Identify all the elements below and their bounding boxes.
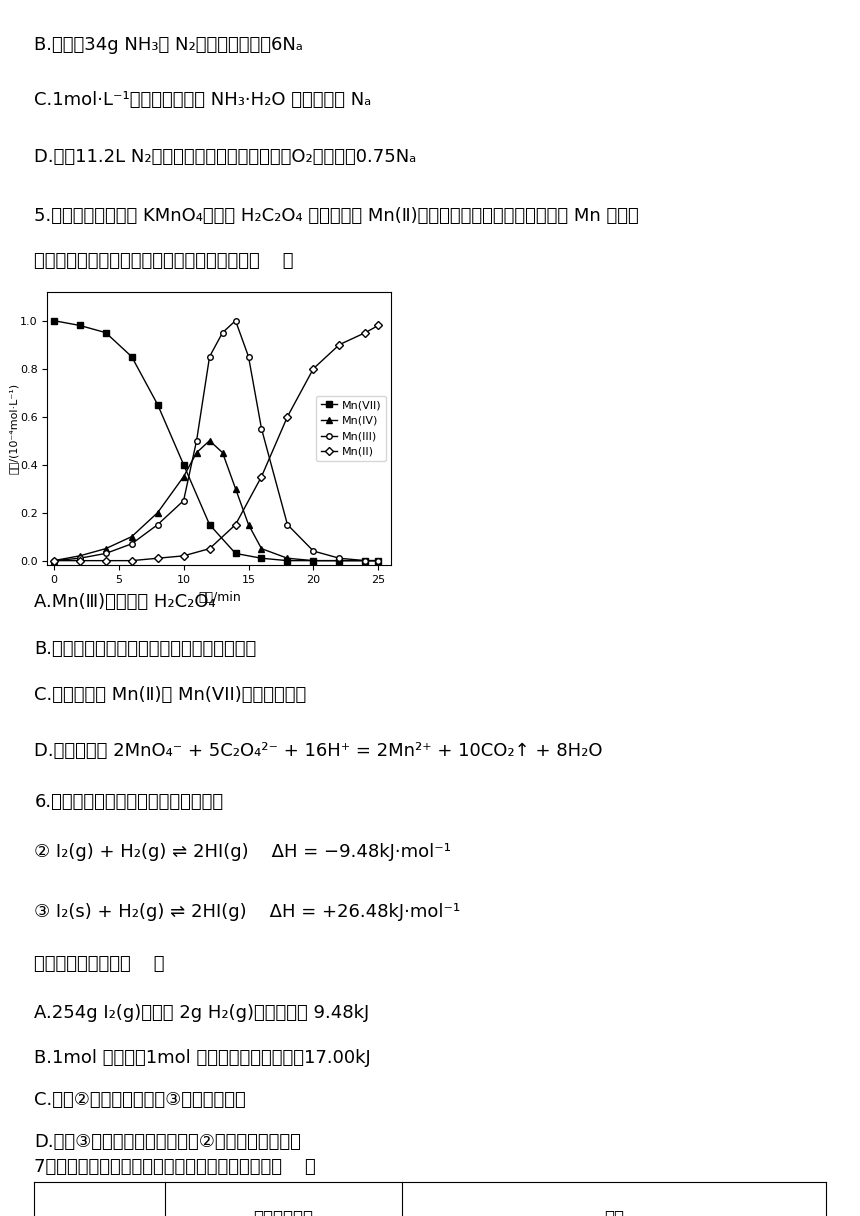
Mn(II): [178, 548, 188, 563]
Text: 方法: 方法: [604, 1210, 624, 1216]
Line: Mn(VII): Mn(VII): [51, 317, 381, 563]
Mn(IV): [152, 506, 163, 520]
Mn(III): [282, 517, 292, 531]
Mn(VII): [230, 546, 241, 561]
Mn(II): [308, 361, 318, 376]
Mn(VII): [49, 314, 59, 328]
Mn(VII): [256, 551, 267, 565]
Mn(II): [230, 517, 241, 531]
Mn(VII): [360, 553, 371, 568]
Mn(III): [152, 517, 163, 531]
Text: 5.一定条件下，酸性 KMnO₄溶液与 H₂C₂O₄ 发生反应， Mn(Ⅱ)起催化作用，过程中不同价态含 Mn 粒子的: 5.一定条件下，酸性 KMnO₄溶液与 H₂C₂O₄ 发生反应， Mn(Ⅱ)起催…: [34, 207, 639, 225]
Mn(IV): [192, 445, 202, 460]
Mn(II): [152, 551, 163, 565]
Mn(VII): [126, 349, 137, 364]
Text: B.1mol 固态碗与1mol 气态碗所含的能量相差17.00kJ: B.1mol 固态碗与1mol 气态碗所含的能量相差17.00kJ: [34, 1049, 372, 1068]
Y-axis label: 浓度/(10⁻⁴mol·L⁻¹): 浓度/(10⁻⁴mol·L⁻¹): [9, 383, 18, 474]
Mn(IV): [205, 433, 215, 447]
Mn(II): [282, 410, 292, 424]
Text: D.总反应为： 2MnO₄⁻ + 5C₂O₄²⁻ + 16H⁺ = 2Mn²⁺ + 10CO₂↑ + 8H₂O: D.总反应为： 2MnO₄⁻ + 5C₂O₄²⁻ + 16H⁺ = 2Mn²⁺ …: [34, 742, 603, 760]
Mn(III): [192, 433, 202, 447]
Text: 7下列气体去除杂质的方法中，不能实现目的的是（    ）: 7下列气体去除杂质的方法中，不能实现目的的是（ ）: [34, 1158, 316, 1176]
Mn(III): [205, 349, 215, 364]
Mn(IV): [282, 551, 292, 565]
Text: B.随着反应物浓度的减小，反应速率逐渐减小: B.随着反应物浓度的减小，反应速率逐渐减小: [34, 640, 256, 658]
Text: C.1mol·L⁻¹氨水中，含有的 NH₃·H₂O 分子数少于 Nₐ: C.1mol·L⁻¹氨水中，含有的 NH₃·H₂O 分子数少于 Nₐ: [34, 91, 372, 109]
Text: 6.根据碗与氢气反应的热化学方程式：: 6.根据碗与氢气反应的热化学方程式：: [34, 793, 224, 811]
Text: 气体（杂质）: 气体（杂质）: [254, 1210, 314, 1216]
Mn(IV): [256, 541, 267, 556]
Mn(III): [49, 553, 59, 568]
Text: D.消耗11.2L N₂（已折算为标况）时，产甚的O₂分子数为0.75Nₐ: D.消耗11.2L N₂（已折算为标况）时，产甚的O₂分子数为0.75Nₐ: [34, 148, 416, 167]
Mn(III): [373, 553, 384, 568]
Mn(IV): [308, 553, 318, 568]
Mn(III): [308, 544, 318, 558]
Text: ② I₂(g) + H₂(g) ⇌ 2HI(g)    ΔH = −9.48kJ·mol⁻¹: ② I₂(g) + H₂(g) ⇌ 2HI(g) ΔH = −9.48kJ·mo…: [34, 843, 452, 861]
Mn(II): [75, 553, 85, 568]
Mn(III): [230, 314, 241, 328]
Mn(VII): [178, 457, 188, 472]
Text: A.254g I₂(g)中通入 2g H₂(g)，反应放热 9.48kJ: A.254g I₂(g)中通入 2g H₂(g)，反应放热 9.48kJ: [34, 1004, 370, 1023]
Mn(III): [178, 494, 188, 508]
Line: Mn(II): Mn(II): [51, 322, 381, 563]
Line: Mn(IV): Mn(IV): [51, 438, 381, 563]
Text: 浓度随时间变化如图所示。下列说法正确的是（    ）: 浓度随时间变化如图所示。下列说法正确的是（ ）: [34, 252, 294, 270]
Mn(II): [335, 337, 345, 351]
Mn(II): [49, 553, 59, 568]
Text: B.每产甔34g NH₃， N₂失去的电子数为6Nₐ: B.每产甔34g NH₃， N₂失去的电子数为6Nₐ: [34, 36, 304, 55]
Text: 下列判断正确的是（    ）: 下列判断正确的是（ ）: [34, 955, 165, 973]
Mn(IV): [360, 553, 371, 568]
Mn(III): [218, 326, 228, 340]
Mn(IV): [373, 553, 384, 568]
Text: C.该条件下， Mn(Ⅱ)和 Mn(VII)不能大量共存: C.该条件下， Mn(Ⅱ)和 Mn(VII)不能大量共存: [34, 686, 307, 704]
Mn(II): [373, 319, 384, 333]
Mn(IV): [49, 553, 59, 568]
Line: Mn(III): Mn(III): [51, 317, 381, 563]
Mn(IV): [101, 541, 111, 556]
Mn(IV): [218, 445, 228, 460]
Text: C.反应②的生成物比反应③的生成物稳定: C.反应②的生成物比反应③的生成物稳定: [34, 1091, 246, 1109]
Mn(VII): [335, 553, 345, 568]
Mn(III): [243, 349, 254, 364]
Mn(VII): [373, 553, 384, 568]
Mn(III): [360, 553, 371, 568]
Mn(III): [126, 536, 137, 551]
Mn(VII): [282, 553, 292, 568]
Mn(VII): [205, 517, 215, 531]
Mn(VII): [308, 553, 318, 568]
Mn(VII): [152, 398, 163, 412]
Text: ③ I₂(s) + H₂(g) ⇌ 2HI(g)    ΔH = +26.48kJ·mol⁻¹: ③ I₂(s) + H₂(g) ⇌ 2HI(g) ΔH = +26.48kJ·m…: [34, 903, 461, 922]
Mn(II): [256, 469, 267, 484]
X-axis label: 时间/min: 时间/min: [198, 591, 241, 603]
Mn(III): [256, 422, 267, 437]
Mn(III): [335, 551, 345, 565]
Mn(II): [360, 326, 371, 340]
Text: A.Mn(Ⅲ)不能氧化 H₂C₂O₄: A.Mn(Ⅲ)不能氧化 H₂C₂O₄: [34, 593, 216, 612]
Mn(IV): [230, 482, 241, 496]
Mn(IV): [75, 548, 85, 563]
Text: D.反应③的反应物总能量比反应②的反应物总能量低: D.反应③的反应物总能量比反应②的反应物总能量低: [34, 1133, 301, 1152]
Mn(VII): [101, 326, 111, 340]
Mn(III): [101, 546, 111, 561]
Legend: Mn(VII), Mn(IV), Mn(III), Mn(II): Mn(VII), Mn(IV), Mn(III), Mn(II): [316, 396, 386, 461]
Mn(II): [101, 553, 111, 568]
Mn(III): [75, 551, 85, 565]
Mn(II): [126, 553, 137, 568]
Mn(II): [205, 541, 215, 556]
Mn(IV): [243, 517, 254, 531]
Mn(IV): [335, 553, 345, 568]
Mn(IV): [126, 529, 137, 544]
Mn(VII): [75, 319, 85, 333]
Mn(IV): [178, 469, 188, 484]
